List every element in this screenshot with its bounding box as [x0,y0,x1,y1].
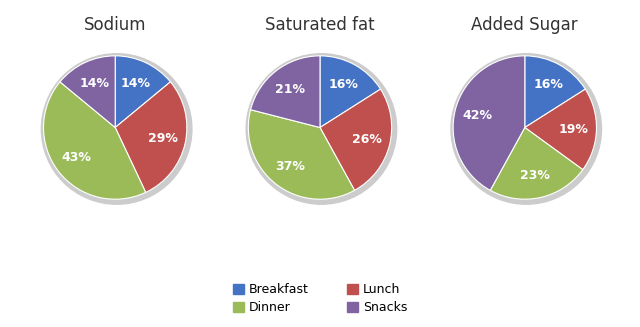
Wedge shape [320,89,392,190]
Wedge shape [320,56,381,128]
Wedge shape [525,89,596,170]
Text: 37%: 37% [275,160,305,173]
Text: 29%: 29% [148,132,178,145]
Text: 19%: 19% [559,123,588,136]
Wedge shape [251,56,320,128]
Text: 14%: 14% [121,77,151,90]
Circle shape [42,54,192,204]
Circle shape [451,54,602,204]
Text: 23%: 23% [520,169,550,181]
Text: 42%: 42% [463,109,493,122]
Text: 21%: 21% [275,82,305,95]
Text: 16%: 16% [328,78,358,91]
Wedge shape [490,128,583,199]
Wedge shape [60,56,115,128]
Circle shape [246,54,397,204]
Title: Saturated fat: Saturated fat [265,16,375,34]
Text: 16%: 16% [533,78,563,91]
Wedge shape [115,82,187,192]
Wedge shape [525,56,586,128]
Text: 14%: 14% [79,77,109,90]
Wedge shape [453,56,525,190]
Legend: Breakfast, Dinner, Lunch, Snacks: Breakfast, Dinner, Lunch, Snacks [233,283,407,314]
Text: 26%: 26% [352,133,382,146]
Title: Added Sugar: Added Sugar [472,16,578,34]
Title: Sodium: Sodium [84,16,147,34]
Text: 43%: 43% [61,151,92,164]
Wedge shape [115,56,170,128]
Wedge shape [44,82,146,199]
Wedge shape [248,110,355,199]
